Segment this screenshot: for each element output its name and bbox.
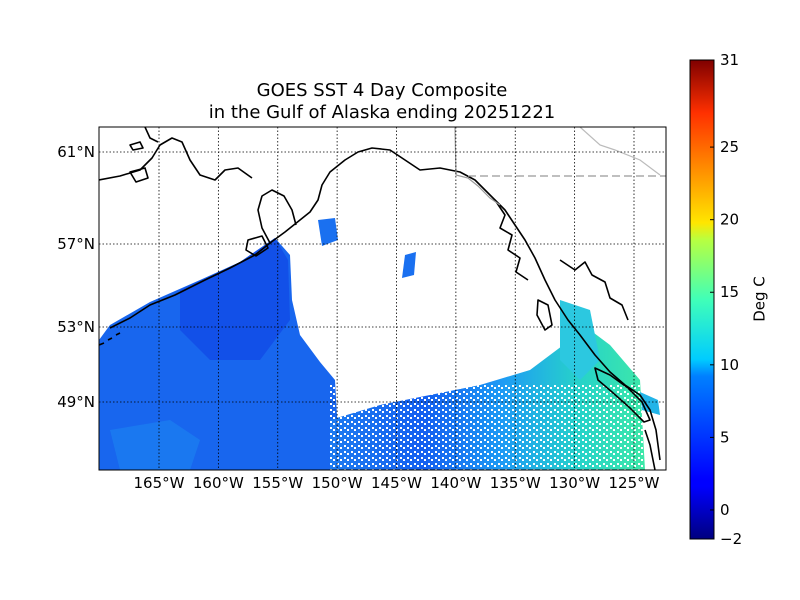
colorbar-label: Deg C bbox=[751, 276, 769, 322]
graticule bbox=[99, 127, 666, 470]
haida-gwaii bbox=[536, 299, 553, 331]
sst-data-layer bbox=[99, 218, 660, 470]
vancouver-island bbox=[594, 367, 651, 423]
colorbar-tick-label: 20 bbox=[720, 211, 739, 229]
longitude-labels: 165°W 160°W 155°W 150°W 145°W 140°W 135°W 130°W… bbox=[134, 474, 660, 492]
colorbar-tick-label: 31 bbox=[720, 51, 739, 69]
colorbar-ticks: −2 0 5 10 15 20 25 31 bbox=[710, 51, 742, 548]
sst-speckle-south bbox=[330, 385, 645, 470]
lon-tick-label: 145°W bbox=[371, 474, 422, 492]
cook-inlet-coast bbox=[257, 189, 297, 244]
colorbar-tick-label: 0 bbox=[720, 501, 730, 519]
latitude-labels: 61°N 57°N 53°N 49°N bbox=[57, 143, 95, 411]
map-border bbox=[98, 126, 667, 471]
colorbar-tick-label: −2 bbox=[720, 530, 742, 548]
title-line-2: in the Gulf of Alaska ending 20251221 bbox=[208, 102, 556, 123]
sst-patch-central bbox=[402, 252, 416, 278]
st-lawrence-island bbox=[129, 141, 144, 151]
map-title: GOES SST 4 Day Composite in the Gulf of … bbox=[98, 80, 666, 124]
colorbar bbox=[689, 59, 715, 540]
lon-tick-label: 125°W bbox=[609, 474, 660, 492]
lon-tick-label: 155°W bbox=[252, 474, 303, 492]
lon-tick-label: 150°W bbox=[312, 474, 363, 492]
sst-field-west-deep bbox=[180, 238, 290, 360]
yukon-coast bbox=[144, 127, 159, 143]
kodiak-island bbox=[245, 235, 269, 257]
aleutian-chain bbox=[99, 332, 121, 346]
lon-tick-label: 130°W bbox=[549, 474, 600, 492]
lon-tick-label: 160°W bbox=[193, 474, 244, 492]
sst-patch-sw bbox=[110, 420, 200, 470]
lon-tick-label: 165°W bbox=[134, 474, 185, 492]
washington-coast bbox=[644, 429, 656, 470]
alexander-archipelago bbox=[494, 199, 529, 281]
colorbar-tick-label: 25 bbox=[720, 138, 739, 156]
nunivak-island bbox=[129, 167, 149, 183]
alaska-peninsula-coast bbox=[109, 147, 661, 461]
lat-tick-label: 53°N bbox=[57, 318, 95, 336]
lat-tick-label: 57°N bbox=[57, 235, 95, 253]
bc-mainland-fjords bbox=[559, 259, 629, 321]
colorbar-tick-label: 15 bbox=[720, 283, 739, 301]
sst-patch-bc-coast bbox=[560, 300, 600, 380]
title-line-1: GOES SST 4 Day Composite bbox=[256, 80, 508, 101]
sst-patch-kodiak bbox=[318, 218, 338, 246]
lat-tick-label: 49°N bbox=[57, 393, 95, 411]
bc-interior-border bbox=[579, 127, 661, 176]
lon-tick-label: 140°W bbox=[430, 474, 481, 492]
lon-tick-label: 135°W bbox=[490, 474, 541, 492]
colorbar-tick-label: 5 bbox=[720, 428, 730, 446]
coastlines bbox=[99, 127, 661, 470]
colorbar-tick-label: 10 bbox=[720, 356, 739, 374]
lat-tick-label: 61°N bbox=[57, 143, 95, 161]
